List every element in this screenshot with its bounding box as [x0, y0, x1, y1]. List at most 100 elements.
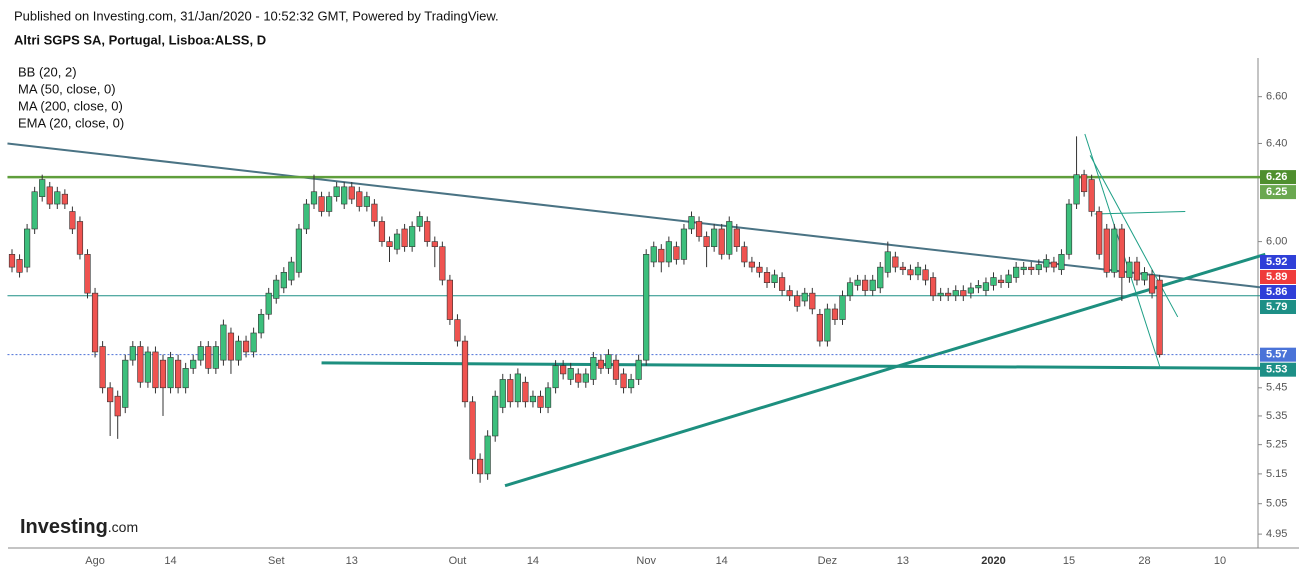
candle-body [703, 236, 710, 247]
candle-body [846, 282, 854, 297]
x-tick-label: 14 [164, 555, 176, 567]
candle-body [590, 357, 597, 380]
chart-title: Altri SGPS SA, Portugal, Lisboa:ALSS, D [14, 32, 266, 47]
trend-line [504, 252, 1266, 488]
candle-body [1028, 266, 1035, 271]
candle-body [409, 226, 416, 247]
candle-body [1081, 174, 1088, 193]
candle-body [930, 277, 937, 297]
candle-body [212, 346, 219, 369]
candle-body [1103, 228, 1110, 273]
candle-body [152, 351, 159, 389]
candle-body [514, 373, 521, 403]
price-label-box [1260, 270, 1296, 285]
candle-body [529, 395, 537, 403]
candle-body [114, 395, 121, 417]
price-label-box [1260, 347, 1296, 362]
candle-body [167, 357, 174, 389]
logo: Investing.com [20, 516, 138, 538]
candle-body [718, 228, 725, 255]
candle-body [801, 292, 808, 302]
candle-body [967, 287, 974, 294]
candle-body [348, 186, 355, 200]
price-label-box [1260, 170, 1296, 185]
x-tick-label: 13 [346, 555, 358, 567]
price-label: 5.57 [1266, 349, 1287, 361]
trend-line [321, 361, 1266, 370]
candle-body [1065, 203, 1073, 255]
candle-body [507, 379, 514, 403]
candle-body [461, 340, 469, 403]
candle-body [16, 259, 23, 273]
y-tick-label: 6.40 [1266, 137, 1287, 149]
candle-body [831, 308, 839, 320]
price-label-box [1260, 185, 1296, 200]
candle-body [597, 359, 605, 369]
candle-body [537, 395, 544, 408]
candle-body [1088, 179, 1095, 212]
candle-body [386, 241, 393, 247]
candle-body [892, 256, 899, 268]
candle-body [235, 340, 242, 361]
candle-body [748, 261, 756, 268]
candle-body [612, 359, 620, 380]
indicator-label: MA (200, close, 0) [18, 98, 123, 113]
price-label: 5.89 [1266, 271, 1287, 283]
x-tick-label: Set [268, 555, 285, 567]
price-label: 6.26 [1266, 171, 1287, 183]
candle-body [39, 179, 46, 197]
candle-body [1013, 266, 1020, 278]
candle-body [990, 277, 997, 286]
logo-main: Investing [20, 516, 108, 538]
candle-body [446, 279, 454, 320]
candle-body [552, 365, 559, 389]
candle-body [567, 368, 574, 380]
x-tick-label: Nov [636, 555, 656, 567]
candle-body [975, 285, 982, 289]
candle-body [333, 186, 340, 197]
candle-body [431, 241, 438, 247]
candle-body [273, 279, 280, 299]
candle-body [1111, 228, 1118, 273]
y-tick-label: 5.25 [1266, 439, 1287, 451]
x-tick-label: Dez [818, 555, 838, 567]
candle-body [899, 266, 907, 271]
candle-body [91, 292, 99, 353]
price-label: 5.53 [1266, 364, 1287, 376]
candle-body [522, 381, 529, 403]
candle-body [711, 228, 718, 247]
candle-body [1096, 211, 1103, 255]
candle-body [107, 387, 114, 403]
x-tick-label: 14 [527, 555, 539, 567]
candle-body [318, 196, 325, 212]
candle-body [809, 292, 816, 310]
candle-body [756, 266, 763, 273]
candle-body [477, 458, 484, 475]
candle-body [839, 295, 846, 320]
candle-body [620, 373, 627, 389]
price-label-box [1260, 285, 1296, 300]
candle-body [137, 346, 144, 383]
candle-body [1156, 279, 1163, 355]
candle-body [265, 292, 272, 315]
indicator-label: MA (50, close, 0) [18, 81, 116, 96]
x-tick-label: 13 [897, 555, 909, 567]
candle-body [363, 196, 370, 207]
candle-body [46, 186, 53, 205]
y-tick-label: 5.35 [1266, 410, 1287, 422]
x-tick-label: 10 [1214, 555, 1226, 567]
x-tick-label: Out [449, 555, 467, 567]
candle-body [575, 373, 582, 383]
candle-body [658, 248, 665, 263]
candle-body [220, 324, 227, 361]
candle-body [741, 246, 748, 263]
y-tick-label: 4.95 [1266, 528, 1287, 540]
candle-body [484, 435, 491, 475]
price-label-box [1260, 300, 1296, 315]
candle-body [371, 203, 378, 222]
candle-body [54, 191, 61, 205]
candle-body [726, 221, 733, 255]
candle-body [982, 282, 990, 291]
candle-body [794, 295, 801, 307]
